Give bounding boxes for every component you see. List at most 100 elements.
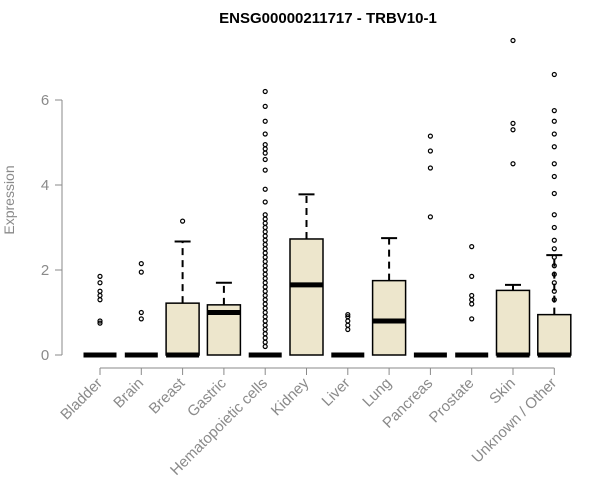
outlier-point [551,254,557,260]
outlier-point [97,288,103,294]
outlier-point [551,224,557,231]
outlier-point [262,331,268,337]
outlier-point [551,212,557,218]
outlier-point [345,318,351,324]
box-skin [495,37,531,358]
outlier-point [262,275,268,282]
box-body [289,238,324,356]
box-hematopoietic-cells [248,88,282,358]
outlier-point [262,326,268,333]
outlier-point [551,297,557,303]
outlier-point [262,233,268,239]
outlier-point [262,229,268,235]
outlier-point [262,156,268,163]
x-tick-label: Lung [359,375,395,411]
outlier-point [262,309,268,316]
outlier-point [510,37,516,44]
outlier-point [138,269,144,275]
outlier-point [262,263,268,269]
outlier-point [262,343,268,350]
box-prostate [455,244,489,358]
outlier-point [262,146,268,152]
box-pancreas [413,133,447,358]
outlier-point [551,190,557,197]
outlier-point [551,131,557,137]
outlier-point [262,258,268,265]
outlier-point [469,297,475,303]
outlier-point [551,173,557,180]
outlier-point [97,297,103,303]
y-axis: 0 2 4 6 [41,92,63,364]
outlier-point [262,142,268,148]
outlier-point [427,148,433,154]
outlier-point [427,133,433,139]
outlier-point [138,316,144,322]
outlier-point [262,271,268,277]
outlier-point [262,216,268,222]
outlier-point [510,127,516,133]
outlier-point [551,263,557,269]
x-tick-label: Brain [110,375,147,412]
outlier-point [262,314,268,320]
box-body [165,302,200,356]
outlier-point [262,288,268,294]
box-breast [165,218,200,358]
x-tick-label: Breast [146,374,189,417]
outlier-point [510,161,516,167]
outlier-point [345,322,351,328]
outlier-point [97,318,103,324]
box-body [495,289,531,356]
outlier-point [262,267,268,273]
x-tick-label: Prostate [426,375,478,427]
outlier-point [262,186,268,192]
outlier-point [551,271,557,277]
outlier-point [469,273,475,279]
outlier-point [262,297,268,303]
box-unknown-other [537,71,572,358]
outlier-point [138,309,144,316]
outlier-point [469,301,475,307]
y-tick-label: 4 [41,177,49,194]
box-brain [124,261,158,358]
outlier-point [551,288,557,294]
outlier-point [262,318,268,324]
outlier-point [345,314,351,320]
y-tick-label: 6 [41,92,49,109]
outlier-point [97,273,103,279]
y-axis-label: Expression [1,165,17,234]
outlier-point [262,335,268,341]
x-tick-label: Kidney [268,374,313,419]
outlier-point [97,320,103,326]
outlier-point [262,131,268,137]
outlier-point [97,280,103,286]
outlier-point [262,305,268,311]
outlier-point [469,292,475,299]
outlier-point [262,246,268,252]
x-tick-label: Liver [319,375,354,410]
outlier-point [469,244,475,250]
outlier-point [551,118,557,124]
box-kidney [289,193,324,356]
outlier-point [262,150,268,156]
outlier-point [551,246,557,252]
outlier-point [345,326,351,333]
outlier-point [262,167,268,173]
outlier-point [427,165,433,171]
box-lung [371,237,407,356]
outlier-point [262,254,268,260]
outlier-point [262,339,268,345]
outlier-point [262,220,268,226]
outlier-point [551,161,557,167]
outlier-point [551,237,557,243]
outlier-point [510,120,516,126]
box-liver [331,312,365,358]
outlier-point [262,292,268,299]
outlier-point [469,316,475,322]
outlier-point [427,214,433,220]
box-gastric [206,281,242,356]
outlier-point [262,250,268,256]
outlier-point [262,241,268,248]
box-bladder [83,273,117,358]
